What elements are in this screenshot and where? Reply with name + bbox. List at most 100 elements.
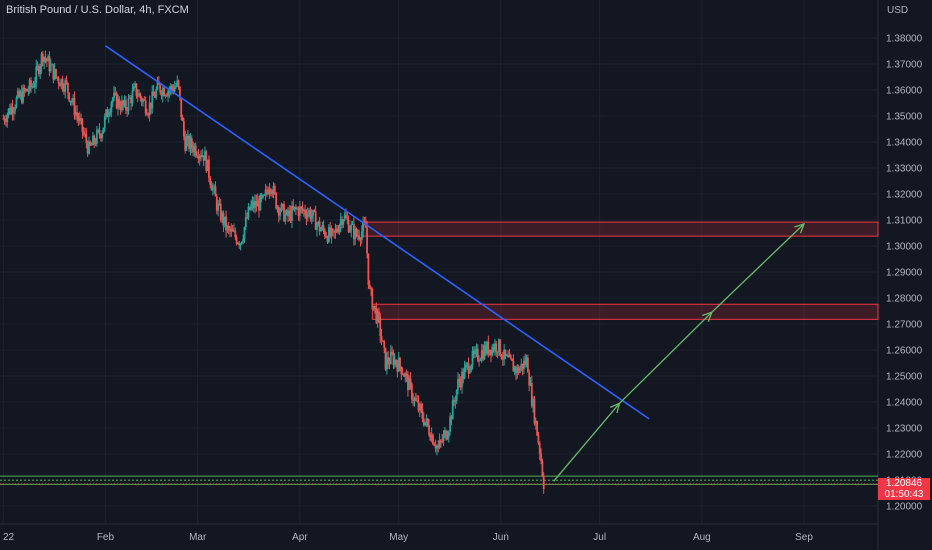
candle-body — [376, 311, 379, 323]
candle-body — [250, 204, 252, 210]
y-tick-label: 1.30000 — [886, 242, 923, 253]
y-tick-label: 1.32000 — [886, 190, 923, 201]
candle-body — [156, 81, 159, 90]
candle-body — [441, 440, 444, 442]
candle-body — [77, 116, 80, 121]
candle-body — [103, 116, 106, 128]
candle-body — [256, 200, 259, 207]
candle-body — [425, 418, 428, 422]
candle-body — [92, 135, 94, 146]
candle-body — [272, 185, 275, 195]
candle-body — [26, 89, 28, 92]
candle-body — [227, 226, 230, 228]
candle-body — [171, 85, 173, 89]
candle-body — [410, 384, 413, 400]
candle-body — [320, 229, 322, 232]
candle-body — [24, 89, 27, 92]
candle-body — [214, 186, 217, 197]
y-tick-label: 1.31000 — [886, 216, 923, 227]
candle-body — [383, 341, 386, 348]
candle-body — [30, 80, 32, 87]
candle-body — [418, 404, 421, 411]
candle-body — [185, 139, 188, 151]
candle-body — [109, 112, 111, 115]
candle-body — [420, 404, 423, 410]
candle-body — [516, 367, 519, 374]
candle-body — [59, 83, 61, 87]
projection-arrow-segment — [553, 402, 620, 482]
candle-body — [192, 147, 194, 153]
candle-body — [215, 196, 218, 211]
candle-body — [314, 211, 317, 230]
candle-body — [36, 66, 39, 68]
candle-body — [213, 186, 216, 188]
candle-body — [321, 225, 324, 230]
candle-body — [209, 177, 212, 185]
candle-body — [445, 430, 448, 440]
candle-body — [463, 367, 466, 379]
candle-body — [288, 210, 291, 217]
y-tick-label: 1.28000 — [886, 294, 923, 305]
y-tick-label: 1.25000 — [886, 372, 923, 383]
candle-body — [268, 189, 271, 195]
candle-body — [226, 226, 229, 231]
candle-body — [467, 363, 470, 374]
candle-body — [148, 102, 151, 116]
candle-body — [37, 66, 40, 75]
candle-body — [237, 243, 239, 245]
candle-body — [140, 97, 143, 103]
x-tick-label: May — [389, 532, 408, 543]
candle-body — [417, 401, 420, 411]
candle-body — [19, 92, 22, 98]
candle-body — [90, 144, 93, 146]
candle-body — [281, 204, 284, 206]
candle-body — [39, 66, 42, 75]
candle-body — [352, 223, 355, 240]
candle-body — [358, 235, 361, 240]
candle-body — [97, 129, 100, 131]
bar-countdown: 01:50:43 — [884, 489, 924, 500]
candle-body — [499, 339, 502, 356]
candle-body — [40, 53, 43, 67]
candle-body — [403, 374, 405, 377]
candle-body — [360, 231, 363, 241]
resistance-zone — [361, 221, 879, 237]
candle-body — [468, 370, 471, 374]
candle-body — [500, 355, 503, 359]
candle-body — [27, 90, 30, 92]
candle-body — [479, 359, 482, 361]
candle-body — [222, 212, 225, 226]
candle-body — [378, 311, 380, 318]
candle-body — [503, 349, 506, 359]
y-tick-label: 1.36000 — [886, 86, 923, 97]
y-tick-label: 1.24000 — [886, 398, 923, 409]
candle-body — [144, 100, 147, 114]
candle-body — [239, 243, 242, 246]
candle-body — [443, 430, 446, 435]
candle-body — [449, 416, 452, 432]
candle-body — [243, 227, 246, 239]
candle-body — [379, 317, 382, 336]
candle-body — [304, 209, 307, 215]
candle-body — [229, 227, 231, 232]
projection-arrow-segment — [711, 223, 805, 313]
y-tick-label: 1.22000 — [886, 450, 923, 461]
projection-arrow-segment — [619, 311, 713, 404]
candle-body — [309, 210, 312, 219]
candle-body — [327, 227, 330, 243]
candle-body — [119, 107, 122, 111]
candle-body — [492, 346, 495, 351]
candle-body — [483, 345, 486, 360]
candle-body — [217, 204, 220, 211]
candle-body — [426, 418, 429, 426]
candle-body — [204, 151, 206, 161]
candle-body — [326, 237, 329, 243]
candle-body — [316, 224, 318, 230]
candle-body — [44, 56, 47, 60]
candle-body — [453, 400, 455, 402]
y-tick-label: 1.26000 — [886, 346, 923, 357]
candle-body — [292, 205, 295, 210]
candle-body — [65, 80, 68, 83]
